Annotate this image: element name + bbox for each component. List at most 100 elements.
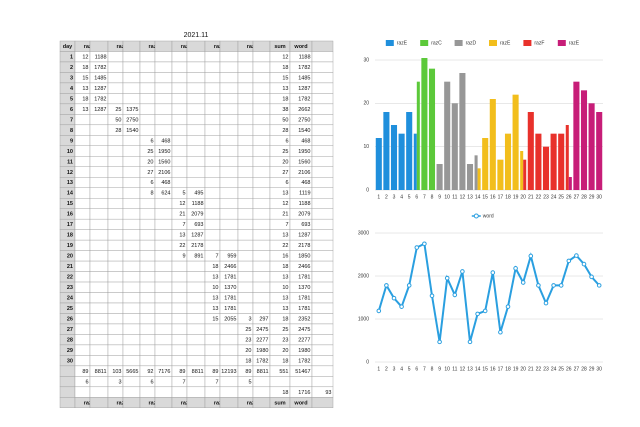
bar [477, 168, 481, 190]
table-cell [311, 355, 334, 367]
table-text: 89 [179, 369, 185, 375]
table-text: 20 [245, 348, 251, 354]
table-cell [139, 93, 156, 105]
bar [497, 159, 504, 190]
column-header: razE [181, 400, 193, 406]
table-cell [122, 166, 141, 178]
table-text: 6 [150, 180, 153, 186]
table-cell [122, 386, 141, 398]
legend-label: razF [534, 40, 544, 46]
table-cell [74, 197, 91, 209]
bar [436, 164, 443, 190]
table-cell [219, 93, 239, 105]
table-cell [107, 82, 124, 94]
table-text: 18 [212, 264, 218, 270]
table-cell [186, 292, 206, 304]
table-cell [311, 51, 334, 63]
table-cell [139, 313, 156, 325]
table-cell [139, 302, 156, 314]
table-text: 18 [282, 96, 288, 102]
table-cell [89, 208, 109, 220]
table-cell [219, 376, 239, 388]
x-tick-label: 19 [513, 194, 519, 200]
table-text: 551 [279, 369, 288, 375]
table-text: 93 [325, 390, 331, 396]
table-text: 6 [285, 180, 288, 186]
table-cell [237, 166, 254, 178]
table-text: 2079 [191, 212, 203, 218]
x-tick-label: 22 [536, 194, 542, 200]
table-cell [171, 135, 188, 147]
table-cell [186, 260, 206, 272]
table-cell [311, 292, 334, 304]
x-tick-label: 4 [400, 194, 403, 200]
table-text: 22 [67, 275, 73, 281]
table-text: 1375 [126, 107, 138, 113]
table-text: 8 [70, 128, 73, 134]
table-text: 10 [212, 285, 218, 291]
table-cell [139, 281, 156, 293]
table-cell [74, 135, 91, 147]
table-cell [89, 239, 109, 251]
table-cell [219, 323, 239, 335]
table-cell [219, 124, 239, 136]
data-point [543, 300, 549, 306]
table-text: 89 [82, 369, 88, 375]
table-cell [237, 302, 254, 314]
table-cell [89, 250, 109, 262]
table-text: 1287 [298, 233, 310, 239]
table-cell [154, 334, 173, 346]
table-cell [89, 135, 109, 147]
table-cell [74, 187, 91, 199]
table-text: 1781 [224, 306, 236, 312]
table-text: 16 [282, 254, 288, 260]
table-text: 25 [282, 149, 288, 155]
table-cell [311, 271, 334, 283]
x-tick-label: 23 [543, 194, 549, 200]
x-tick-label: 26 [566, 366, 572, 372]
x-tick-label: 17 [498, 366, 504, 372]
x-tick-label: 11 [452, 194, 457, 200]
table-cell [171, 355, 188, 367]
table-cell [122, 135, 141, 147]
table-cell [311, 218, 334, 230]
table-text: 25 [245, 327, 251, 333]
table-text: 38 [282, 107, 288, 113]
table-cell [89, 386, 109, 398]
table-text: 7 [285, 222, 288, 228]
table-text: 2750 [126, 117, 138, 123]
column-header: razE [84, 400, 96, 406]
table-text: 14 [67, 191, 74, 197]
data-point [498, 329, 503, 335]
table-cell [122, 281, 141, 293]
table-cell [154, 72, 173, 84]
table-cell [154, 397, 173, 409]
table-cell [154, 323, 173, 335]
bar [474, 155, 478, 190]
table-cell [107, 72, 124, 84]
table-text: 1781 [298, 306, 310, 312]
table-cell [139, 197, 156, 209]
table-cell [154, 376, 173, 388]
table-cell [154, 281, 173, 293]
table-cell [252, 72, 271, 84]
table-cell [237, 135, 254, 147]
table-cell [122, 208, 141, 220]
data-point [528, 253, 534, 259]
table-cell [252, 82, 271, 94]
table-cell [171, 281, 188, 293]
table-cell [59, 386, 76, 398]
table-text: 1370 [298, 285, 310, 291]
x-tick-label: 10 [444, 194, 450, 200]
table-cell [204, 145, 221, 157]
y-tick-label: 0 [366, 359, 369, 365]
table-cell [154, 218, 173, 230]
table-cell [74, 323, 91, 335]
table-cell [139, 239, 156, 251]
table-text: 7 [70, 117, 73, 123]
table-cell [252, 386, 271, 398]
table-cell [89, 376, 109, 388]
table-cell [204, 61, 221, 73]
table-text: 18 [82, 96, 88, 102]
table-cell [219, 334, 239, 346]
